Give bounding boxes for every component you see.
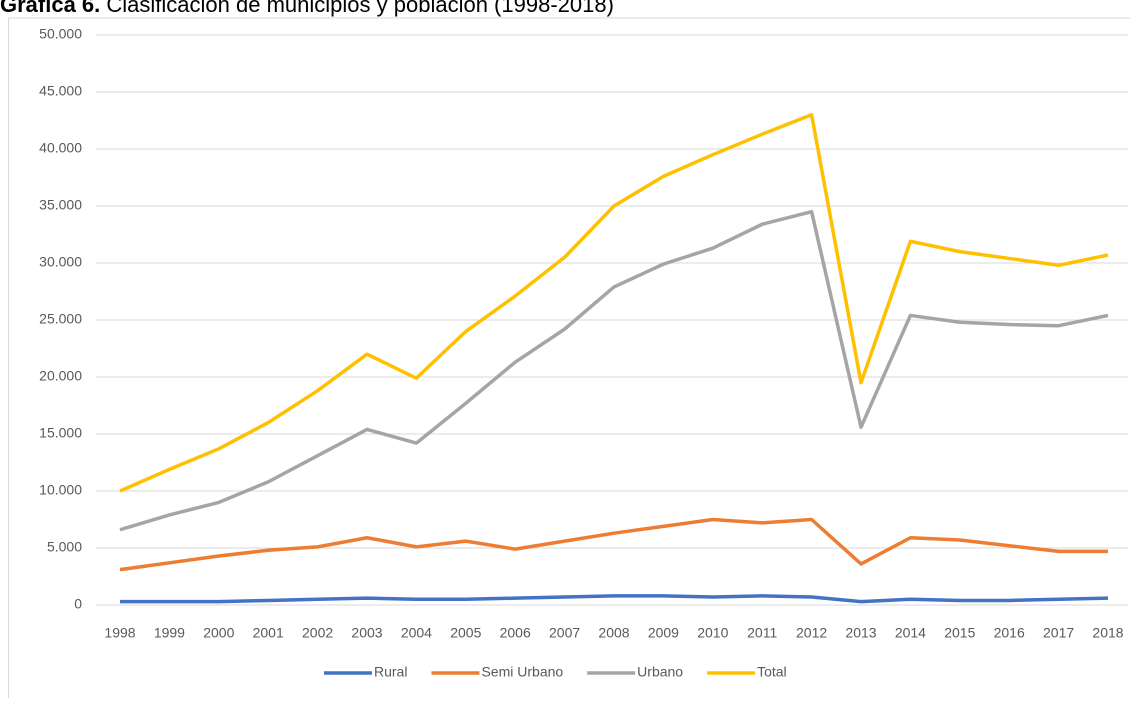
x-tick-label: 2011 (747, 625, 777, 641)
legend-label: Total (757, 664, 787, 680)
y-tick-label: 25.000 (39, 311, 82, 327)
y-tick-label: 40.000 (39, 140, 82, 156)
x-tick-label: 2016 (994, 625, 1025, 641)
y-tick-label: 30.000 (39, 254, 82, 270)
x-tick-label: 2007 (549, 625, 580, 641)
title-label: Gráfica 6. (0, 0, 100, 17)
chart-title: Gráfica 6. Clasificación de municipios y… (0, 0, 614, 17)
y-tick-label: 45.000 (39, 83, 82, 99)
x-tick-label: 1999 (154, 625, 185, 641)
legend-label: Rural (374, 664, 407, 680)
x-tick-label: 2018 (1092, 625, 1123, 641)
x-tick-label: 2006 (500, 625, 531, 641)
x-tick-label: 2005 (450, 625, 481, 641)
y-tick-label: 20.000 (39, 368, 82, 384)
y-tick-label: 5.000 (47, 539, 82, 555)
x-tick-label: 2008 (598, 625, 629, 641)
y-tick-label: 15.000 (39, 425, 82, 441)
x-tick-label: 2010 (697, 625, 728, 641)
x-tick-label: 2000 (203, 625, 234, 641)
x-tick-label: 2017 (1043, 625, 1074, 641)
x-tick-label: 2003 (351, 625, 382, 641)
series-line (120, 212, 1108, 530)
x-tick-label: 2013 (845, 625, 876, 641)
x-tick-label: 2014 (895, 625, 926, 641)
series-line (120, 596, 1108, 602)
y-tick-label: 10.000 (39, 482, 82, 498)
x-tick-label: 2002 (302, 625, 333, 641)
x-tick-label: 1998 (104, 625, 135, 641)
title-text: Clasificación de municipios y población … (106, 0, 614, 17)
y-tick-label: 0 (74, 596, 82, 612)
series-line (120, 115, 1108, 491)
x-tick-label: 2009 (648, 625, 679, 641)
x-tick-label: 2004 (401, 625, 432, 641)
legend-label: Semi Urbano (481, 664, 563, 680)
y-tick-label: 35.000 (39, 197, 82, 213)
series-line (120, 520, 1108, 570)
legend-label: Urbano (637, 664, 683, 680)
x-tick-label: 2012 (796, 625, 827, 641)
y-tick-label: 50.000 (39, 26, 82, 42)
x-tick-label: 2015 (944, 625, 975, 641)
x-tick-label: 2001 (253, 625, 284, 641)
